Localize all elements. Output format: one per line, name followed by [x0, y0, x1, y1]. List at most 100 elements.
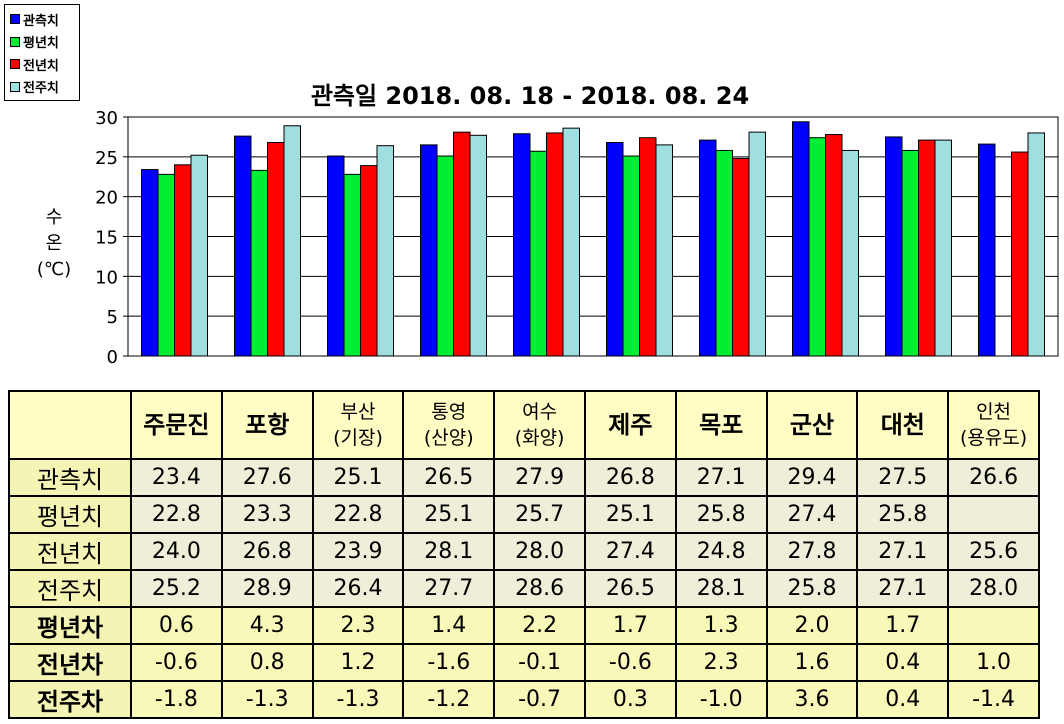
row-label: 평년치: [8, 495, 132, 534]
table-header-row: 주문진 포항 부산 (기장) 통영 (산양) 여수 (화양) 제주 목포 군산 대천 인천 (용유도): [8, 390, 1040, 460]
bar: [513, 133, 531, 357]
table-cell: 26.8: [583, 458, 677, 497]
table-cell: 27.4: [583, 532, 677, 571]
bar: [376, 145, 394, 357]
bar: [699, 139, 717, 357]
bar: [420, 144, 438, 357]
table-cell: 0.8: [220, 643, 314, 682]
table-cell: 25.8: [856, 495, 950, 534]
bar: [885, 136, 903, 357]
table-cell: 2.3: [311, 606, 405, 645]
y-tick-label: 25: [95, 148, 118, 169]
table-cell: 24.0: [130, 532, 223, 571]
table-cell: 1.2: [311, 643, 405, 682]
y-axis-label-line: 온: [45, 233, 63, 254]
station-header-cell: 주문진: [130, 390, 223, 460]
station-name-line: 제주: [608, 411, 653, 439]
table-cell: 0.4: [856, 680, 950, 719]
y-tick-label: 15: [95, 228, 118, 249]
bar: [234, 135, 252, 357]
row-label: 전년차: [8, 643, 132, 682]
table-cell: 28.1: [402, 532, 496, 571]
table-row: 전년차 -0.6 0.8 1.2 -1.6 -0.1 -0.6 2.3 1.6 0.4 1.0: [8, 643, 1040, 682]
table-cell: 27.1: [856, 532, 950, 571]
row-label: 전주치: [8, 569, 132, 608]
table-cell: 28.1: [674, 569, 768, 608]
table-row: 평년차 0.6 4.3 2.3 1.4 2.2 1.7 1.3 2.0 1.7: [8, 606, 1040, 645]
bar: [901, 149, 919, 357]
table-cell: 27.1: [856, 569, 950, 608]
station-header-cell: 포항: [220, 390, 314, 460]
row-label: 전주차: [8, 680, 132, 719]
bar: [655, 144, 673, 357]
table-cell: 25.6: [947, 532, 1040, 571]
table-cell: 28.0: [947, 569, 1040, 608]
table-cell: 24.8: [674, 532, 768, 571]
table-cell: 25.1: [402, 495, 496, 534]
table-cell: 2.3: [674, 643, 768, 682]
row-label: 전년치: [8, 532, 132, 571]
y-axis-label-line: 수: [45, 207, 63, 228]
table-cell: -0.6: [130, 643, 223, 682]
table-cell: 2.0: [765, 606, 859, 645]
table-cell: 3.6: [765, 680, 859, 719]
station-name-line: 부산: [340, 401, 376, 423]
station-name-line: 통영: [431, 401, 467, 423]
legend-swatch-last-week: [10, 81, 20, 92]
bar: [792, 121, 810, 357]
bar: [732, 157, 750, 357]
bar: [267, 141, 285, 357]
legend-label: 전주치: [23, 81, 59, 97]
station-header-cell: 여수 (화양): [493, 390, 586, 460]
bar: [343, 173, 361, 357]
station-name-line: (용유도): [959, 427, 1028, 449]
table-cell: -1.6: [402, 643, 496, 682]
table-cell: 25.8: [674, 495, 768, 534]
table-cell: 29.4: [765, 458, 859, 497]
bar: [360, 165, 378, 357]
table-cell: 23.4: [130, 458, 223, 497]
chart-title: 관측일 2018. 08. 18 - 2018. 08. 24: [310, 82, 750, 110]
y-tick-label: 5: [107, 307, 118, 328]
table-cell: 26.4: [311, 569, 405, 608]
station-name-line: (산양): [423, 427, 474, 449]
table-cell: [947, 606, 1040, 645]
station-header-cell: 제주: [583, 390, 677, 460]
station-header-cell: 부산 (기장): [311, 390, 405, 460]
y-axis-label: 수 온 (℃): [34, 205, 74, 283]
y-tick-label: 20: [95, 188, 118, 209]
table-row: 관측치 23.4 27.6 25.1 26.5 27.9 26.8 27.1 29.4 27.5 2…: [8, 458, 1040, 497]
table-cell: 22.8: [130, 495, 223, 534]
table-cell: 1.6: [765, 643, 859, 682]
bar: [841, 149, 859, 357]
table-cell: 25.1: [583, 495, 677, 534]
table-row: 평년치 22.8 23.3 22.8 25.1 25.7 25.1 25.8 27.4 25.8: [8, 495, 1040, 534]
bar: [190, 154, 208, 357]
legend-item: 평년치: [10, 31, 79, 54]
table-corner-cell: [8, 390, 132, 460]
table-cell: 1.7: [583, 606, 677, 645]
station-header-cell: 군산: [765, 390, 859, 460]
station-name-line: 목포: [699, 411, 744, 439]
legend-item: 전년치: [10, 53, 79, 76]
table-cell: -1.2: [402, 680, 496, 719]
table-cell: 27.8: [765, 532, 859, 571]
station-name-line: 여수: [522, 401, 558, 423]
bar: [622, 155, 640, 357]
bar: [639, 137, 657, 357]
station-header-cell: 통영 (산양): [402, 390, 496, 460]
bar: [825, 134, 843, 357]
row-label: 평년차: [8, 606, 132, 645]
legend-swatch-last-year: [10, 59, 20, 70]
table-cell: 26.6: [947, 458, 1040, 497]
station-name-line: (화양): [514, 427, 565, 449]
bar: [327, 155, 345, 357]
legend-swatch-observed: [10, 14, 20, 25]
bar: [250, 169, 268, 357]
table-cell: -0.7: [493, 680, 586, 719]
bar: [562, 127, 580, 357]
table-cell: 1.7: [856, 606, 950, 645]
station-name-line: 인천: [976, 401, 1012, 423]
table-cell: 27.6: [220, 458, 314, 497]
legend-item: 전주치: [10, 76, 79, 99]
